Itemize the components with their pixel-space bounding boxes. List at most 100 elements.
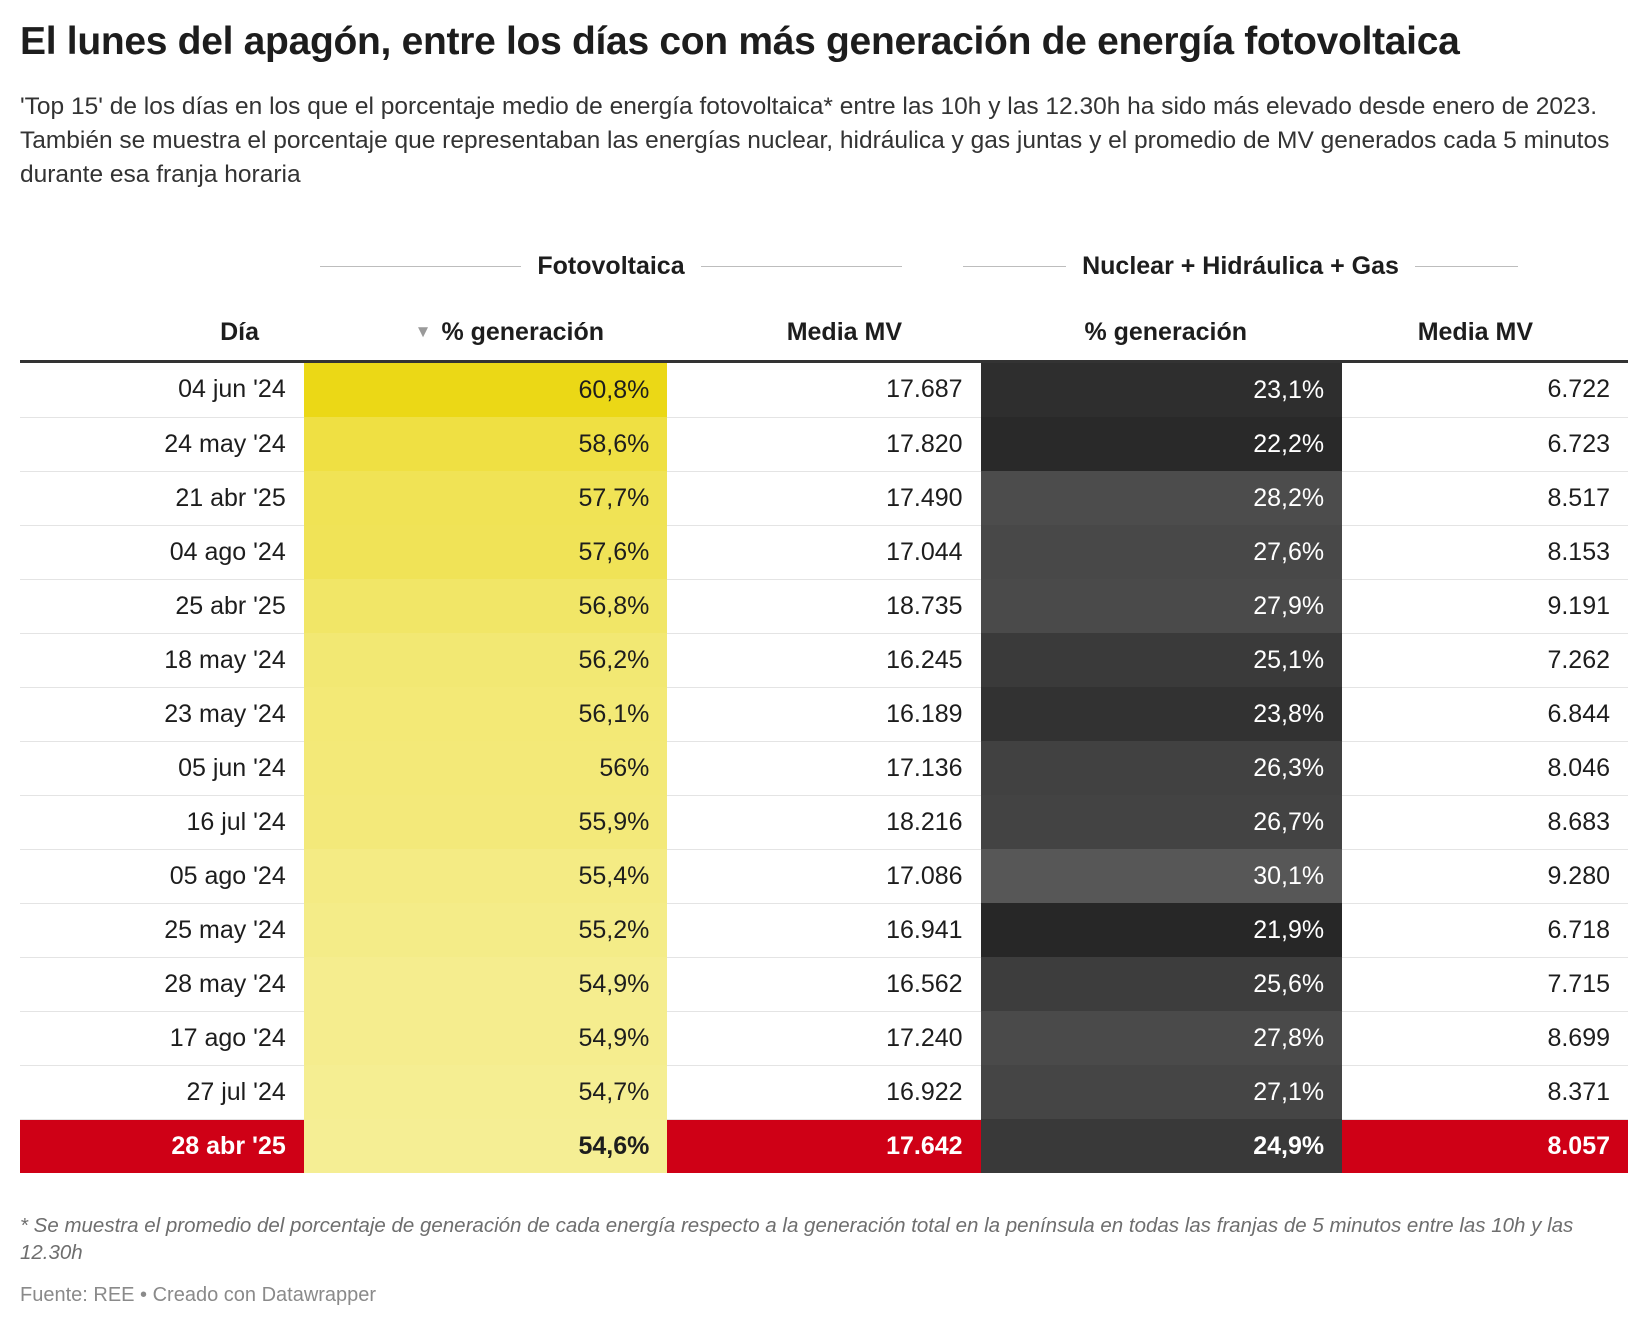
cell-day: 25 abr '25 xyxy=(20,579,304,634)
cell-other-mv: 8.153 xyxy=(1342,525,1628,580)
cell-day: 25 may '24 xyxy=(20,903,304,958)
cell-solar-pct: 56,2% xyxy=(303,633,668,687)
cell-solar-pct: 60,8% xyxy=(303,363,668,417)
cell-other-pct: 23,8% xyxy=(980,687,1343,741)
cell-other-pct: 30,1% xyxy=(980,849,1343,903)
cell-solar-mv: 16.562 xyxy=(667,957,981,1012)
cell-day: 05 ago '24 xyxy=(20,849,304,904)
cell-day: 28 may '24 xyxy=(20,957,304,1012)
group-label-other: Nuclear + Hidráulica + Gas xyxy=(1082,251,1399,280)
cell-solar-mv: 17.240 xyxy=(667,1011,981,1066)
table-row: 27 jul '24 54,7% 16.922 27,1% 8.371 xyxy=(20,1065,1628,1120)
cell-other-mv: 8.683 xyxy=(1342,795,1628,850)
source-credit: Fuente: REE • Creado con Datawrapper xyxy=(20,1284,377,1306)
group-divider-line xyxy=(320,265,522,267)
cell-day: 18 may '24 xyxy=(20,633,304,688)
table-row: 24 may '24 58,6% 17.820 22,2% 6.723 xyxy=(20,417,1628,472)
cell-other-pct: 27,1% xyxy=(980,1065,1343,1119)
column-header-other-pct[interactable]: % generación xyxy=(934,312,1247,352)
cell-day: 24 may '24 xyxy=(20,417,304,472)
cell-solar-pct: 54,6% xyxy=(303,1119,668,1173)
column-header-solar-pct[interactable]: ▼ % generación xyxy=(290,312,604,352)
column-header-solar-mv[interactable]: Media MV xyxy=(636,312,902,352)
cell-solar-pct: 55,2% xyxy=(303,903,668,957)
table-row: 28 abr '25 54,6% 17.642 24,9% 8.057 xyxy=(20,1119,1628,1173)
cell-solar-pct: 54,7% xyxy=(303,1065,668,1119)
group-divider-line xyxy=(700,265,902,267)
cell-other-mv: 6.844 xyxy=(1342,687,1628,742)
column-header-label: % generación xyxy=(441,318,604,346)
cell-other-pct: 27,9% xyxy=(980,579,1343,633)
cell-solar-pct: 54,9% xyxy=(303,957,668,1011)
cell-other-mv: 6.723 xyxy=(1342,417,1628,472)
cell-other-pct: 27,6% xyxy=(980,525,1343,579)
cell-day: 17 ago '24 xyxy=(20,1011,304,1066)
cell-day: 16 jul '24 xyxy=(20,795,304,850)
cell-solar-mv: 18.216 xyxy=(667,795,981,850)
cell-solar-pct: 56,1% xyxy=(303,687,668,741)
group-header-solar: Fotovoltaica xyxy=(320,246,902,286)
table-row: 05 ago '24 55,4% 17.086 30,1% 9.280 xyxy=(20,849,1628,904)
cell-solar-pct: 55,9% xyxy=(303,795,668,849)
cell-other-mv: 6.718 xyxy=(1342,903,1628,958)
cell-day: 05 jun '24 xyxy=(20,741,304,796)
cell-other-pct: 22,2% xyxy=(980,417,1343,471)
table-row: 18 may '24 56,2% 16.245 25,1% 7.262 xyxy=(20,633,1628,688)
cell-solar-mv: 18.735 xyxy=(667,579,981,634)
cell-other-mv: 8.046 xyxy=(1342,741,1628,796)
table-row: 23 may '24 56,1% 16.189 23,8% 6.844 xyxy=(20,687,1628,742)
table-row: 25 may '24 55,2% 16.941 21,9% 6.718 xyxy=(20,903,1628,958)
cell-other-mv: 9.280 xyxy=(1342,849,1628,904)
column-header-day[interactable]: Día xyxy=(20,312,259,352)
cell-day: 23 may '24 xyxy=(20,687,304,742)
header-rule xyxy=(20,360,1628,363)
table-row: 28 may '24 54,9% 16.562 25,6% 7.715 xyxy=(20,957,1628,1012)
cell-solar-mv: 17.136 xyxy=(667,741,981,796)
group-label-solar: Fotovoltaica xyxy=(537,251,685,280)
cell-other-pct: 26,3% xyxy=(980,741,1343,795)
table-row: 17 ago '24 54,9% 17.240 27,8% 8.699 xyxy=(20,1011,1628,1066)
cell-other-mv: 8.371 xyxy=(1342,1065,1628,1120)
table-row: 25 abr '25 56,8% 18.735 27,9% 9.191 xyxy=(20,579,1628,634)
cell-solar-pct: 57,7% xyxy=(303,471,668,525)
cell-other-mv: 8.517 xyxy=(1342,471,1628,526)
cell-solar-pct: 58,6% xyxy=(303,417,668,471)
chart-title: El lunes del apagón, entre los días con … xyxy=(20,20,1460,63)
cell-other-mv: 8.057 xyxy=(1342,1119,1628,1173)
cell-solar-mv: 17.086 xyxy=(667,849,981,904)
cell-solar-pct: 54,9% xyxy=(303,1011,668,1065)
cell-solar-mv: 16.941 xyxy=(667,903,981,958)
table-row: 16 jul '24 55,9% 18.216 26,7% 8.683 xyxy=(20,795,1628,850)
cell-other-pct: 23,1% xyxy=(980,363,1343,417)
column-header-label: Media MV xyxy=(786,318,902,346)
cell-solar-mv: 16.922 xyxy=(667,1065,981,1120)
cell-solar-mv: 16.189 xyxy=(667,687,981,742)
cell-solar-mv: 17.490 xyxy=(667,471,981,526)
table-body: 04 jun '24 60,8% 17.687 23,1% 6.722 24 may '2… xyxy=(20,363,1628,1173)
cell-day: 27 jul '24 xyxy=(20,1065,304,1120)
cell-other-pct: 27,8% xyxy=(980,1011,1343,1065)
cell-other-mv: 7.715 xyxy=(1342,957,1628,1012)
cell-day: 28 abr '25 xyxy=(20,1119,304,1173)
group-divider-line xyxy=(963,265,1067,267)
column-header-label: % generación xyxy=(1084,318,1247,346)
cell-other-pct: 26,7% xyxy=(980,795,1343,849)
cell-other-pct: 25,6% xyxy=(980,957,1343,1011)
cell-other-mv: 9.191 xyxy=(1342,579,1628,634)
cell-other-pct: 24,9% xyxy=(980,1119,1343,1173)
column-header-label: Media MV xyxy=(1417,318,1533,346)
cell-other-mv: 6.722 xyxy=(1342,363,1628,418)
table-row: 04 jun '24 60,8% 17.687 23,1% 6.722 xyxy=(20,363,1628,418)
table-row: 05 jun '24 56% 17.136 26,3% 8.046 xyxy=(20,741,1628,796)
cell-other-mv: 8.699 xyxy=(1342,1011,1628,1066)
table-row: 04 ago '24 57,6% 17.044 27,6% 8.153 xyxy=(20,525,1628,580)
cell-day: 04 jun '24 xyxy=(20,363,304,418)
data-table: 04 jun '24 60,8% 17.687 23,1% 6.722 24 may '2… xyxy=(20,363,1628,1173)
sort-descending-icon: ▼ xyxy=(414,322,432,341)
column-header-other-mv[interactable]: Media MV xyxy=(1278,312,1533,352)
column-header-label: Día xyxy=(220,318,259,346)
cell-solar-pct: 56,8% xyxy=(303,579,668,633)
cell-solar-mv: 17.044 xyxy=(667,525,981,580)
cell-day: 04 ago '24 xyxy=(20,525,304,580)
cell-solar-mv: 17.687 xyxy=(667,363,981,418)
